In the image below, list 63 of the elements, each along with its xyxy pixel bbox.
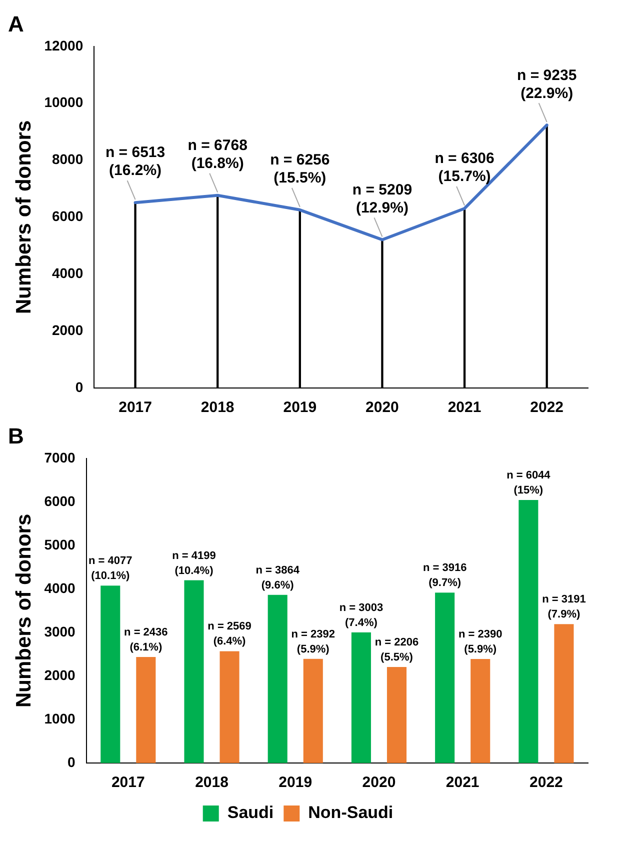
bar	[518, 500, 538, 763]
bar	[554, 624, 574, 763]
x-tick-label: 2019	[283, 399, 317, 416]
data-label: n = 6044 (15%)	[506, 470, 552, 497]
legend-label: Non-Saudi	[308, 803, 394, 822]
y-tick-label: 0	[75, 378, 84, 395]
y-tick-label: 4000	[44, 580, 76, 596]
bar	[184, 580, 204, 763]
bar	[268, 594, 288, 763]
data-label: n = 6513 (16.2%)	[105, 144, 166, 180]
data-label: n = 3864 (9.6%)	[256, 564, 300, 592]
data-label: n = 2206 (5.5%)	[374, 636, 419, 664]
bar	[136, 657, 156, 763]
bar	[303, 658, 323, 763]
y-tick-label: 6000	[52, 208, 84, 224]
y-axis-title: Numbers of donors	[12, 514, 36, 708]
y-tick-label: 2000	[44, 666, 76, 683]
y-tick-label: 4000	[52, 264, 84, 281]
data-label: n = 3916 (9.7%)	[422, 562, 467, 590]
data-label: n = 3003 (7.4%)	[339, 602, 384, 629]
data-label: n = 2569 (6.4%)	[208, 620, 252, 648]
data-label: n = 2392 (5.9%)	[291, 628, 335, 656]
data-label: n = 3191 (7.9%)	[542, 594, 586, 621]
x-tick-label: 2018	[200, 399, 234, 416]
bar	[220, 651, 240, 763]
data-label: n = 6256 (15.5%)	[270, 152, 330, 187]
x-tick-label: 2018	[195, 774, 228, 792]
data-label: n = 2436 (6.1%)	[124, 626, 168, 654]
x-tick-label: 2019	[278, 774, 312, 792]
data-label: n = 6306 (15.7%)	[434, 150, 494, 186]
x-tick-label: 2020	[366, 399, 399, 416]
y-tick-label: 5000	[44, 536, 76, 552]
y-tick-label: 1000	[44, 710, 76, 726]
y-tick-label: 2000	[52, 322, 84, 338]
x-tick-label: 2022	[530, 399, 564, 416]
data-label: n = 5209 (12.9%)	[352, 181, 412, 216]
x-tick-label: 2022	[530, 774, 563, 792]
y-tick-label: 10000	[44, 94, 84, 110]
bar	[470, 659, 490, 763]
y-axis-title: Numbers of donors	[12, 120, 36, 314]
x-tick-label: 2021	[448, 399, 482, 416]
bar	[386, 667, 407, 763]
y-tick-label: 8000	[52, 151, 84, 168]
y-tick-label: 12000	[44, 37, 84, 54]
data-label: n = 9235 (22.9%)	[517, 66, 577, 102]
bar	[100, 586, 120, 763]
x-tick-label: 2021	[446, 774, 480, 792]
y-tick-label: 0	[68, 754, 76, 770]
y-tick-label: 7000	[44, 449, 76, 466]
y-tick-label: 3000	[44, 623, 76, 640]
x-tick-label: 2017	[111, 774, 145, 792]
y-tick-label: 6000	[44, 492, 76, 509]
data-label: n = 4077 (10.1%)	[88, 555, 132, 582]
chart-title: A	[8, 11, 24, 36]
legend-label: Saudi	[227, 803, 274, 822]
x-tick-label: 2017	[118, 399, 152, 416]
bar	[351, 632, 371, 763]
chart-title: B	[8, 423, 24, 448]
data-label: n = 6768 (16.8%)	[188, 136, 248, 172]
x-tick-label: 2020	[362, 774, 396, 792]
data-label: n = 4199 (10.4%)	[172, 550, 216, 577]
data-label: n = 2390 (5.9%)	[458, 628, 502, 656]
bar	[435, 592, 455, 763]
